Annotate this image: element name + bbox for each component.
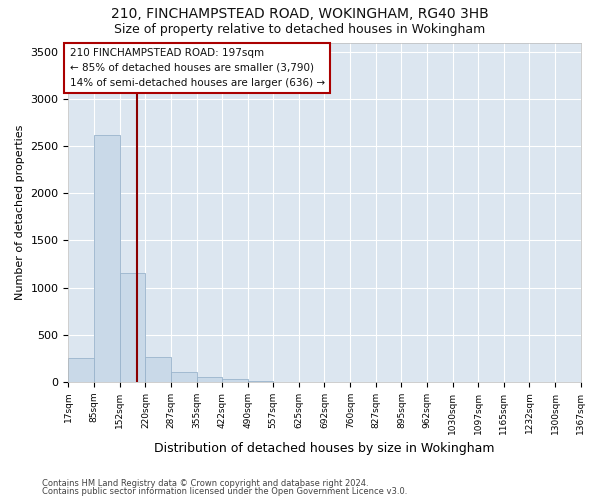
Bar: [119, 274, 145, 382]
X-axis label: Distribution of detached houses by size in Wokingham: Distribution of detached houses by size …: [154, 442, 495, 455]
Text: 210 FINCHAMPSTEAD ROAD: 197sqm
← 85% of detached houses are smaller (3,790)
14% : 210 FINCHAMPSTEAD ROAD: 197sqm ← 85% of …: [70, 48, 325, 88]
Bar: [171, 372, 197, 382]
Bar: [197, 377, 222, 382]
Y-axis label: Number of detached properties: Number of detached properties: [15, 124, 25, 300]
Text: Contains public sector information licensed under the Open Government Licence v3: Contains public sector information licen…: [42, 487, 407, 496]
Text: Size of property relative to detached houses in Wokingham: Size of property relative to detached ho…: [115, 22, 485, 36]
Text: 210, FINCHAMPSTEAD ROAD, WOKINGHAM, RG40 3HB: 210, FINCHAMPSTEAD ROAD, WOKINGHAM, RG40…: [111, 8, 489, 22]
Bar: [68, 358, 94, 382]
Bar: [94, 135, 119, 382]
Text: Contains HM Land Registry data © Crown copyright and database right 2024.: Contains HM Land Registry data © Crown c…: [42, 478, 368, 488]
Bar: [222, 379, 248, 382]
Bar: [145, 358, 171, 382]
